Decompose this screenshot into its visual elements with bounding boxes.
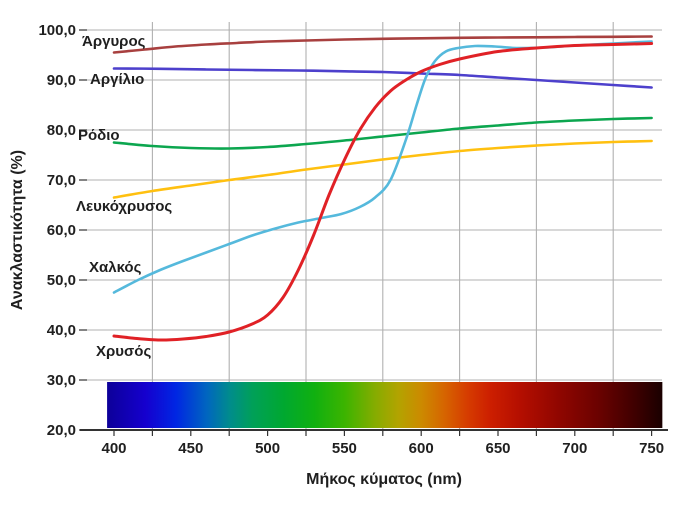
series-label-gold: Χρυσός (96, 343, 151, 360)
x-tick-label: 700 (562, 440, 587, 457)
series-line-rhodium (112, 116, 653, 150)
x-tick-label: 600 (409, 440, 434, 457)
y-tick-label: 30,0 (47, 372, 76, 389)
y-tick-label: 90,0 (47, 72, 76, 89)
x-axis-title: Μήκος κύματος (nm) (306, 471, 462, 488)
series-label-rhodium: Ρόδιο (78, 127, 120, 144)
y-tick-label: 40,0 (47, 322, 76, 339)
series-line-copper (112, 40, 653, 294)
series-label-silver: Άργυρος (82, 33, 146, 50)
y-tick-label: 60,0 (47, 222, 76, 239)
series-label-copper: Χαλκός (89, 259, 142, 276)
y-tick-label: 100,0 (38, 22, 76, 39)
x-tick-label: 750 (639, 440, 664, 457)
y-axis-title: Ανακλαστικότητα (%) (9, 150, 26, 310)
x-tick-label: 650 (485, 440, 510, 457)
y-tick-label: 80,0 (47, 122, 76, 139)
x-tick-label: 500 (255, 440, 280, 457)
series-line-aluminium (112, 67, 653, 89)
x-tick-label: 400 (101, 440, 126, 457)
visible-spectrum-bar (107, 382, 663, 428)
y-tick-label: 20,0 (47, 422, 76, 439)
series-line-silver (112, 35, 653, 54)
series-line-gold (112, 42, 654, 342)
series-label-platinum: Λευκόχρυσος (76, 198, 172, 215)
series-label-aluminium: Αργίλιο (90, 71, 144, 88)
series-line-platinum (112, 139, 653, 199)
x-tick-label: 450 (178, 440, 203, 457)
y-tick-label: 50,0 (47, 272, 76, 289)
y-tick-label: 70,0 (47, 172, 76, 189)
x-tick-label: 550 (332, 440, 357, 457)
